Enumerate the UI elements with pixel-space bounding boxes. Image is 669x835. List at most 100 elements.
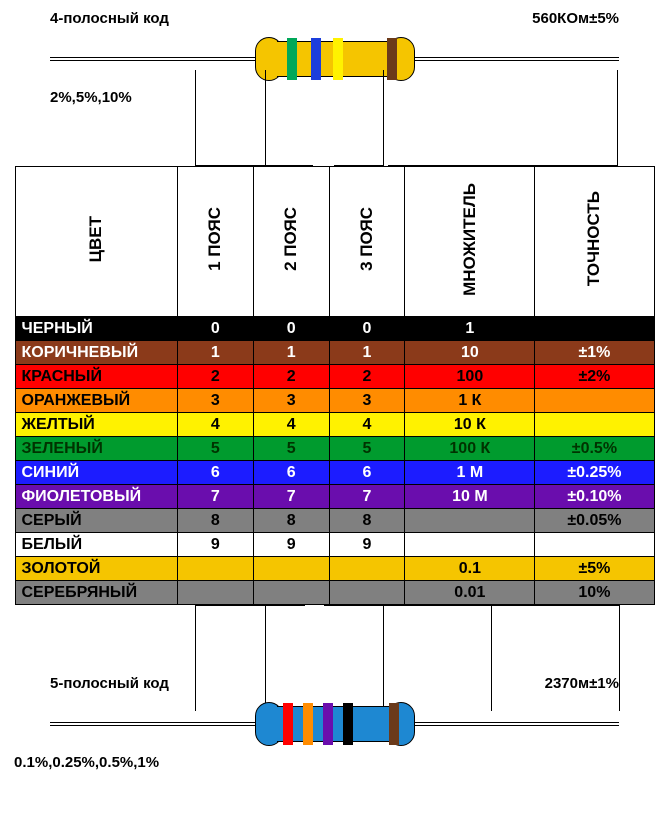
bottom-title-left: 5-полосный код xyxy=(50,675,169,692)
cell-value: ±0.05% xyxy=(535,509,654,533)
bottom-connectors xyxy=(10,605,659,675)
cell-name: СЕРЕБРЯНЫЙ xyxy=(15,581,177,605)
cell-value: 1 xyxy=(329,341,405,365)
cell-value: 4 xyxy=(253,413,329,437)
cell-value xyxy=(177,557,253,581)
table-row: ОРАНЖЕВЫЙ3331 К xyxy=(15,389,654,413)
cell-value: 1 xyxy=(253,341,329,365)
cell-name: ЗОЛОТОЙ xyxy=(15,557,177,581)
table-row: ЖЕЛТЫЙ44410 К xyxy=(15,413,654,437)
connector-line xyxy=(388,70,618,166)
cell-name: КРАСНЫЙ xyxy=(15,365,177,389)
cell-value: 3 xyxy=(253,389,329,413)
cell-value: 7 xyxy=(177,485,253,509)
cell-value: ±5% xyxy=(535,557,654,581)
cell-name: КОРИЧНЕВЫЙ xyxy=(15,341,177,365)
cell-name: ОРАНЖЕВЫЙ xyxy=(15,389,177,413)
color-code-table: ЦВЕТ 1 ПОЯС 2 ПОЯС 3 ПОЯС МНОЖИТЕЛЬ ТОЧН… xyxy=(15,166,655,605)
cell-value: 0 xyxy=(329,317,405,341)
cell-name: ЗЕЛЕНЫЙ xyxy=(15,437,177,461)
cell-value: 9 xyxy=(253,533,329,557)
cell-value: 6 xyxy=(177,461,253,485)
cell-value: 7 xyxy=(329,485,405,509)
cell-value: 100 xyxy=(405,365,535,389)
cell-value: ±1% xyxy=(535,341,654,365)
cell-name: ЖЕЛТЫЙ xyxy=(15,413,177,437)
cell-value xyxy=(329,581,405,605)
cell-value: 0 xyxy=(177,317,253,341)
cell-value: ±2% xyxy=(535,365,654,389)
cell-value: 0.01 xyxy=(405,581,535,605)
cell-value: 5 xyxy=(253,437,329,461)
header-band2: 2 ПОЯС xyxy=(253,167,329,317)
color-band xyxy=(323,703,333,745)
cell-value: 100 К xyxy=(405,437,535,461)
cell-value: 2 xyxy=(329,365,405,389)
table-row: ЗОЛОТОЙ 0.1±5% xyxy=(15,557,654,581)
cell-value: ±0.10% xyxy=(535,485,654,509)
cell-value: 8 xyxy=(329,509,405,533)
table-row: БЕЛЫЙ999 xyxy=(15,533,654,557)
table-row: ФИОЛЕТОВЫЙ77710 М±0.10% xyxy=(15,485,654,509)
cell-name: СИНИЙ xyxy=(15,461,177,485)
cell-name: ФИОЛЕТОВЫЙ xyxy=(15,485,177,509)
header-color: ЦВЕТ xyxy=(15,167,177,317)
cell-value xyxy=(253,581,329,605)
cell-value: 9 xyxy=(177,533,253,557)
color-band xyxy=(303,703,313,745)
cell-name: ЧЕРНЫЙ xyxy=(15,317,177,341)
bottom-resistor xyxy=(10,694,659,754)
cell-value xyxy=(535,389,654,413)
top-connectors xyxy=(10,106,659,166)
header-band1: 1 ПОЯС xyxy=(177,167,253,317)
cell-name: СЕРЫЙ xyxy=(15,509,177,533)
cell-value: 6 xyxy=(329,461,405,485)
connector-line xyxy=(265,70,313,166)
cell-value xyxy=(535,317,654,341)
header-band3: 3 ПОЯС xyxy=(329,167,405,317)
cell-value xyxy=(535,533,654,557)
header-mult: МНОЖИТЕЛЬ xyxy=(405,167,535,317)
cell-value: 0.1 xyxy=(405,557,535,581)
cell-value: ±0.25% xyxy=(535,461,654,485)
table-row: СИНИЙ6661 М±0.25% xyxy=(15,461,654,485)
cell-value: 0 xyxy=(253,317,329,341)
bottom-sub-label: 0.1%,0.25%,0.5%,1% xyxy=(14,754,659,771)
cell-value: 7 xyxy=(253,485,329,509)
bottom-resistor-area: 5-полосный код 2370м±1% 0.1%,0.25%,0.5%,… xyxy=(10,605,659,771)
cell-value: 3 xyxy=(177,389,253,413)
header-tol: ТОЧНОСТЬ xyxy=(535,167,654,317)
cell-value: 2 xyxy=(177,365,253,389)
cell-value: 4 xyxy=(177,413,253,437)
table-row: СЕРЕБРЯНЫЙ 0.0110% xyxy=(15,581,654,605)
cell-value xyxy=(535,413,654,437)
cell-value: 5 xyxy=(177,437,253,461)
cell-value: 3 xyxy=(329,389,405,413)
cell-value xyxy=(405,509,535,533)
color-band xyxy=(389,703,399,745)
cell-value: 1 М xyxy=(405,461,535,485)
table-body: ЧЕРНЫЙ0001КОРИЧНЕВЫЙ11110±1%КРАСНЫЙ22210… xyxy=(15,317,654,605)
resistor-mid xyxy=(277,706,393,742)
cell-value: 1 К xyxy=(405,389,535,413)
cell-value xyxy=(405,533,535,557)
top-title-right: 560КОм±5% xyxy=(532,10,619,27)
cell-value: 8 xyxy=(253,509,329,533)
top-resistor-area: 4-полосный код 560КОм±5% 2%,5%,10% xyxy=(10,10,659,166)
top-title-left: 4-полосный код xyxy=(50,10,169,27)
cell-value: 2 xyxy=(253,365,329,389)
cell-value: 4 xyxy=(329,413,405,437)
cell-value xyxy=(329,557,405,581)
connector-line xyxy=(334,70,384,166)
color-band xyxy=(343,703,353,745)
table-row: КОРИЧНЕВЫЙ11110±1% xyxy=(15,341,654,365)
table-row: КРАСНЫЙ222100±2% xyxy=(15,365,654,389)
cell-value: 8 xyxy=(177,509,253,533)
cell-value: 10 К xyxy=(405,413,535,437)
resistor-body xyxy=(255,702,415,746)
table-row: ЧЕРНЫЙ0001 xyxy=(15,317,654,341)
cell-value: 10% xyxy=(535,581,654,605)
cell-value xyxy=(177,581,253,605)
cell-value: 9 xyxy=(329,533,405,557)
table-row: СЕРЫЙ888±0.05% xyxy=(15,509,654,533)
